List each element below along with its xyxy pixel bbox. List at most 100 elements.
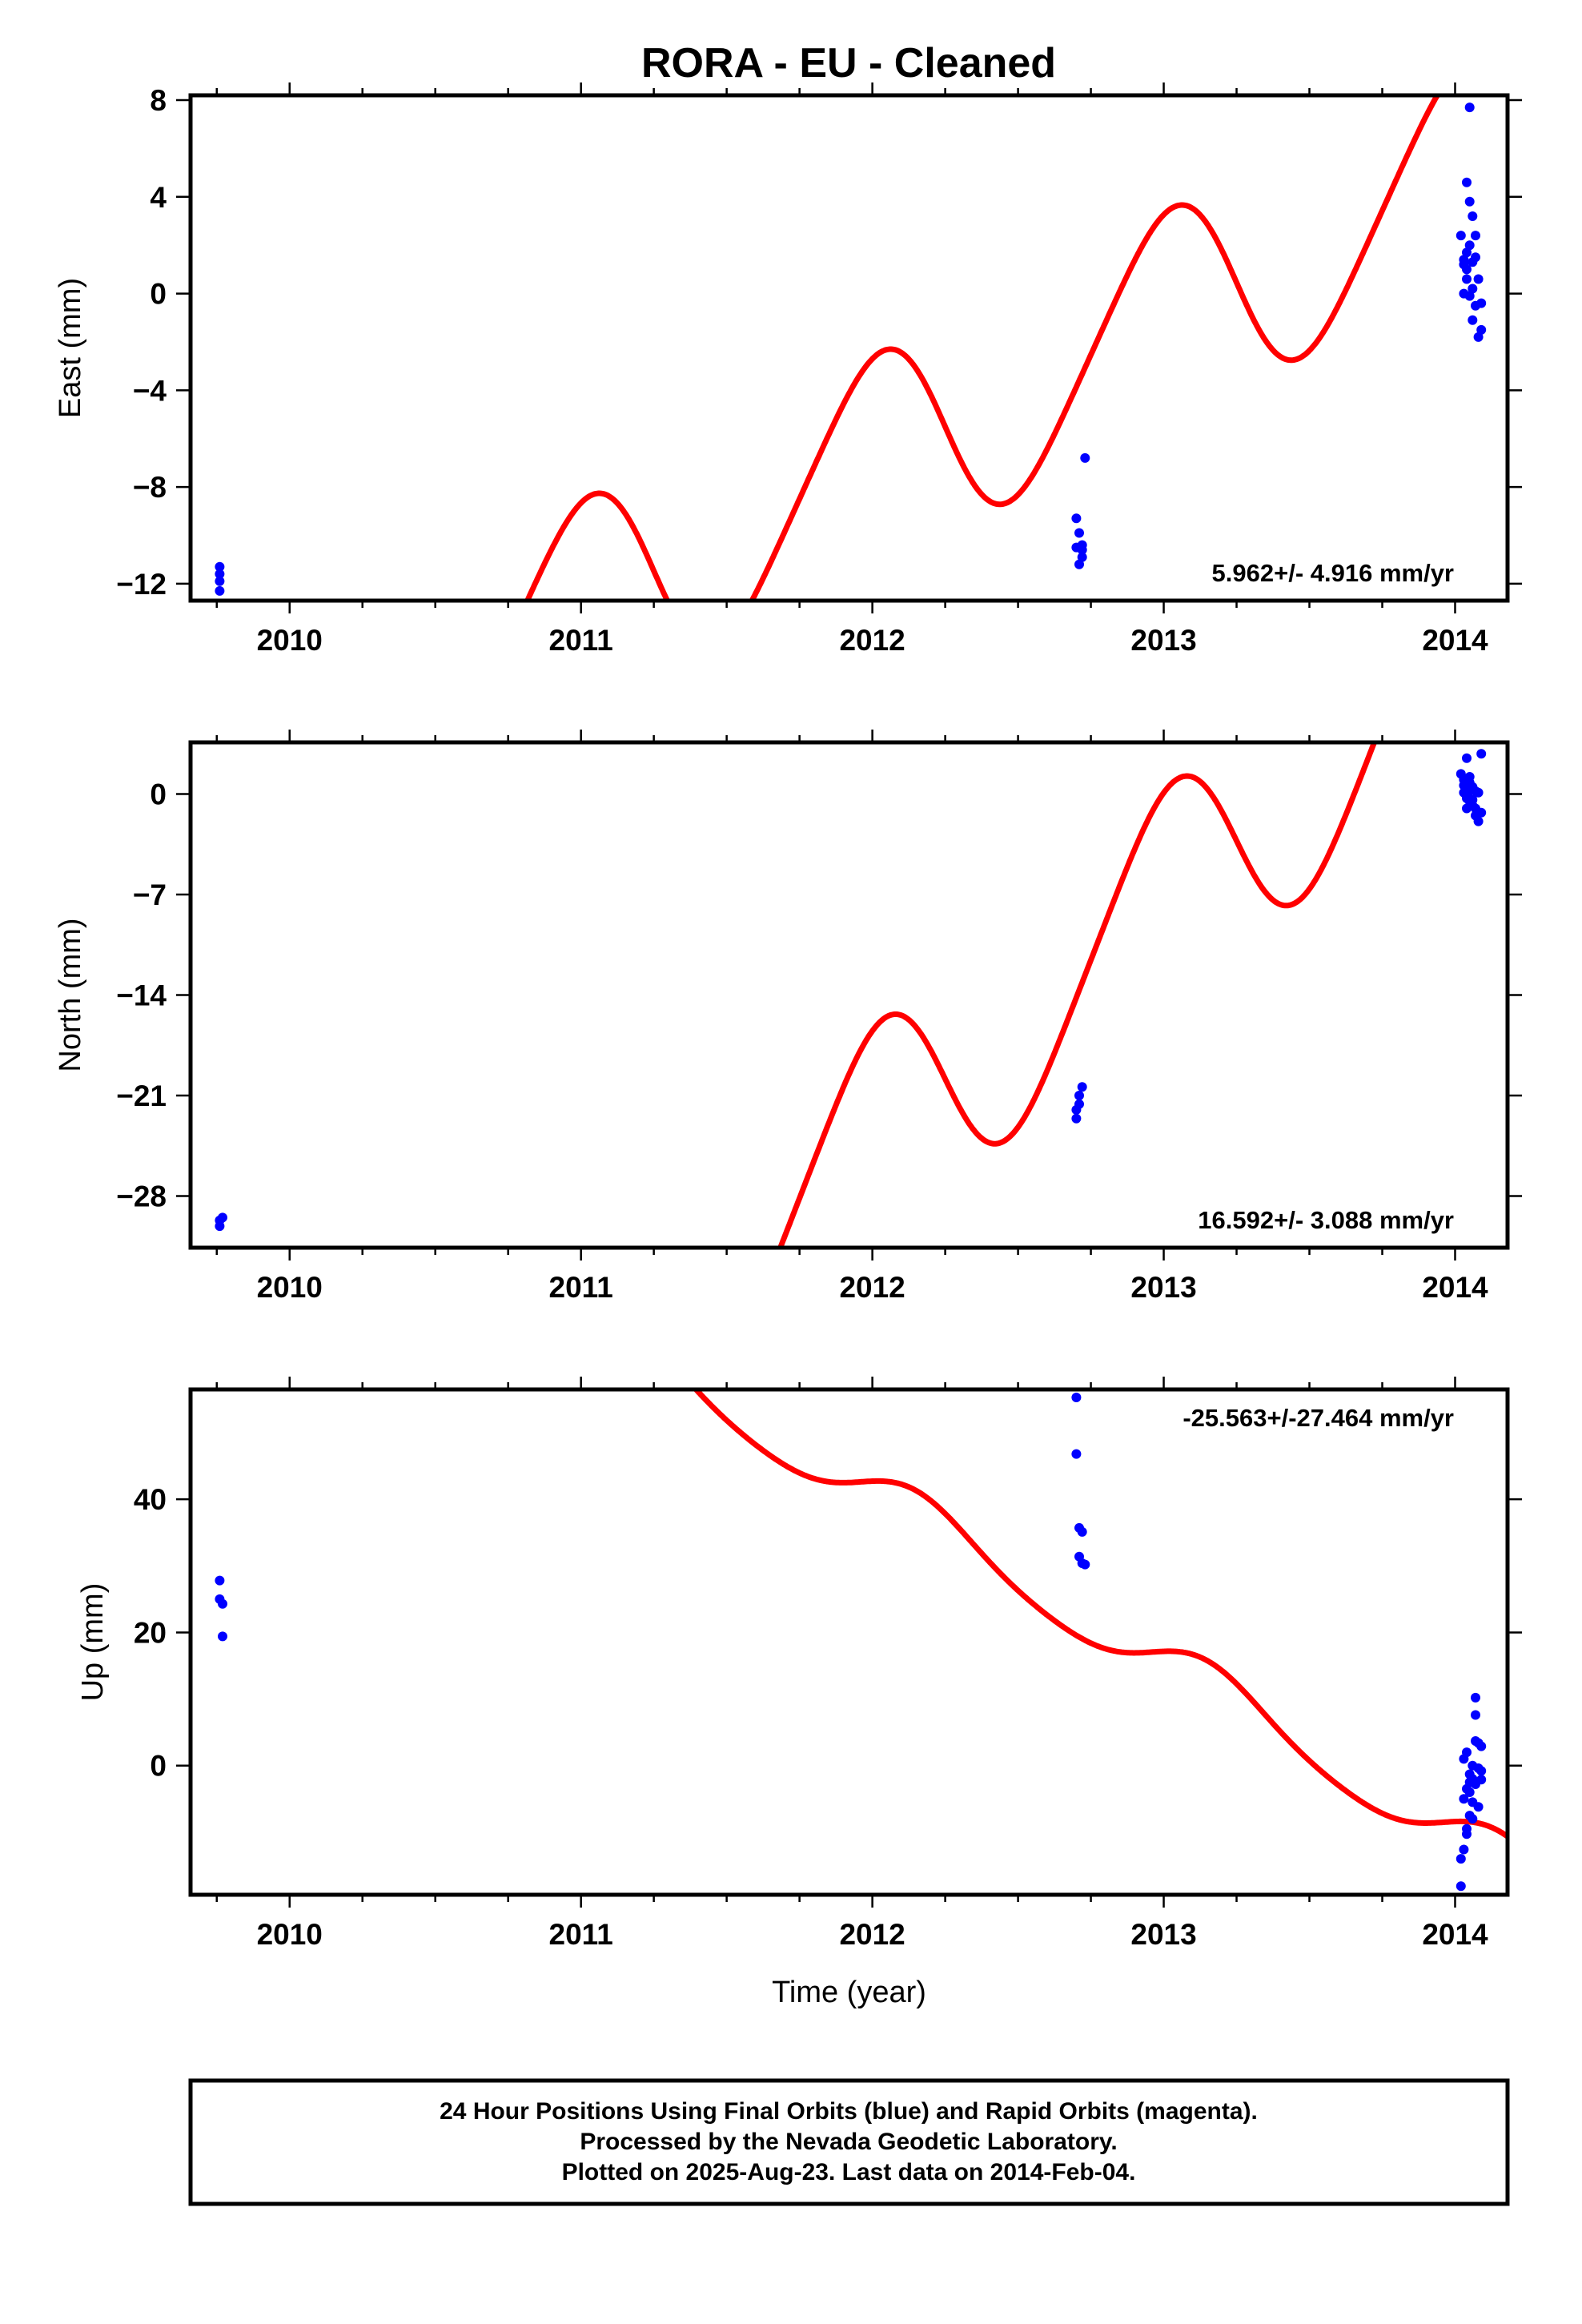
east-data-point xyxy=(1476,298,1487,308)
east-data-point xyxy=(1456,231,1466,241)
north-x-tick-label: 2010 xyxy=(257,1271,323,1304)
up-data-point xyxy=(1468,1814,1478,1824)
north-panel: 2010 2011 2012 2013 2014 −28 −21 −14 −7 0 North (m… xyxy=(54,730,1522,1304)
east-x-tick-label: 2011 xyxy=(549,624,613,657)
up-data-point xyxy=(1476,1775,1487,1785)
east-data-point xyxy=(1464,103,1475,113)
east-data-point xyxy=(1468,211,1478,221)
north-data-point xyxy=(215,1221,225,1232)
up-model-curve xyxy=(692,1389,1508,1839)
up-x-tick-label: 2010 xyxy=(257,1918,323,1951)
north-y-tick-label: −14 xyxy=(116,979,167,1012)
east-y-axis-label: East (mm) xyxy=(54,278,87,418)
up-x-axis-label: Time (year) xyxy=(772,1976,926,2009)
up-rate-label: -25.563+/-27.464 mm/yr xyxy=(1182,1404,1454,1432)
east-data-point xyxy=(1464,196,1475,207)
north-x-tick-label: 2013 xyxy=(1130,1271,1196,1304)
up-data-point xyxy=(1456,1854,1466,1864)
east-y-tick-label: −12 xyxy=(116,568,167,601)
up-data-point xyxy=(1459,1844,1469,1855)
east-data-point xyxy=(1462,177,1472,187)
east-data-point xyxy=(215,576,225,586)
north-y-tick-label: −7 xyxy=(133,879,167,911)
north-data-point xyxy=(1077,1082,1087,1092)
north-x-tick-label: 2012 xyxy=(839,1271,905,1304)
up-data-point xyxy=(1473,1802,1484,1812)
up-y-tick-label: 0 xyxy=(150,1750,167,1783)
up-data-point xyxy=(218,1631,227,1642)
east-plot-frame xyxy=(188,93,1510,603)
north-data-point xyxy=(1074,1099,1084,1109)
east-x-tick-label: 2010 xyxy=(257,624,323,657)
north-data-point xyxy=(1462,753,1472,763)
north-data-point xyxy=(1476,807,1487,818)
up-plot-frame xyxy=(188,1387,1510,1897)
east-data-point xyxy=(1473,274,1484,284)
footer-line-1: 24 Hour Positions Using Final Orbits (bl… xyxy=(440,2098,1258,2125)
north-data-point xyxy=(1071,1113,1082,1124)
east-model-curve xyxy=(524,95,1508,601)
east-data-point xyxy=(215,585,225,596)
north-data-point xyxy=(1476,749,1487,759)
east-data-point xyxy=(1077,552,1087,562)
east-data-point xyxy=(215,569,225,579)
east-data-point xyxy=(1074,528,1084,538)
up-data-point xyxy=(1464,1787,1475,1797)
up-x-tick-label: 2013 xyxy=(1130,1918,1196,1951)
up-data-point xyxy=(1471,1692,1480,1703)
north-data-point xyxy=(1074,1091,1084,1100)
north-x-tick-label: 2011 xyxy=(549,1271,613,1304)
footer-box xyxy=(188,2078,1510,2206)
up-data-point xyxy=(218,1598,227,1609)
north-data-point xyxy=(1473,816,1484,826)
north-x-tick-label: 2014 xyxy=(1422,1271,1488,1304)
up-y-tick-label: 40 xyxy=(134,1483,167,1516)
east-data-point xyxy=(1462,264,1472,275)
east-y-tick-label: −4 xyxy=(133,374,167,407)
east-x-tick-label: 2014 xyxy=(1422,624,1488,657)
up-x-tick-label: 2011 xyxy=(549,1918,613,1951)
east-panel: 2010 2011 2012 2013 2014 −12 −8 −4 0 4 8 East (mm) 5… xyxy=(54,82,1522,657)
footer-line-3: Plotted on 2025-Aug-23. Last data on 201… xyxy=(562,2159,1136,2185)
up-x-tick-label: 2014 xyxy=(1422,1918,1488,1951)
up-x-tick-label: 2012 xyxy=(839,1918,905,1951)
north-data-point xyxy=(218,1212,227,1223)
east-data-point xyxy=(1074,559,1084,569)
east-data-point xyxy=(1471,231,1480,241)
east-data-point xyxy=(1473,332,1484,342)
north-plot-frame xyxy=(188,740,1510,1250)
north-y-tick-label: 0 xyxy=(150,778,167,811)
up-data-point xyxy=(1071,1393,1082,1402)
east-data-point xyxy=(1476,324,1487,335)
up-y-axis-label: Up (mm) xyxy=(76,1583,110,1702)
east-data-point xyxy=(1464,240,1475,251)
east-x-tick-label: 2013 xyxy=(1130,624,1196,657)
north-y-axis-label: North (mm) xyxy=(54,918,87,1072)
east-data-point xyxy=(1471,252,1480,263)
north-data-point xyxy=(1464,772,1475,782)
east-data-point xyxy=(1464,291,1475,301)
east-data-point xyxy=(1077,540,1087,550)
up-data-point xyxy=(1462,1829,1472,1839)
north-rate-label: 16.592+/- 3.088 mm/yr xyxy=(1198,1206,1454,1234)
up-data-point xyxy=(1071,1449,1082,1459)
up-data-point xyxy=(1456,1881,1466,1892)
up-y-tick-label: 20 xyxy=(134,1616,167,1649)
east-data-point xyxy=(1462,274,1472,284)
up-data-point xyxy=(1080,1559,1090,1570)
up-data-point xyxy=(1077,1526,1087,1537)
east-data-point xyxy=(215,561,225,572)
east-rate-label: 5.962+/- 4.916 mm/yr xyxy=(1212,559,1454,587)
up-data-point xyxy=(1476,1741,1487,1751)
up-data-point xyxy=(215,1575,225,1586)
east-data-point xyxy=(1462,247,1472,258)
north-model-curve xyxy=(777,742,1378,1248)
east-data-point xyxy=(1071,513,1082,524)
up-data-point xyxy=(1459,1794,1469,1804)
east-y-tick-label: 8 xyxy=(150,84,167,117)
up-data-point xyxy=(1462,1747,1472,1758)
north-y-tick-label: −28 xyxy=(116,1180,167,1212)
east-data-point xyxy=(1080,452,1090,463)
east-y-tick-label: 0 xyxy=(150,278,167,311)
